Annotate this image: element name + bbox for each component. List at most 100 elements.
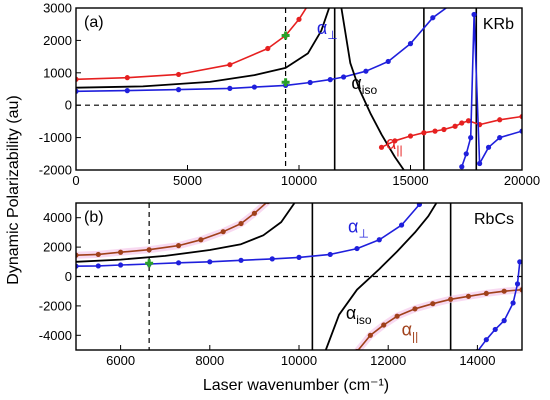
data-point: [501, 288, 507, 294]
data-point: [95, 251, 101, 258]
data-point: [265, 45, 271, 52]
series-line-iso: [76, 8, 331, 89]
molecule-label: KRb: [483, 16, 514, 33]
x-axis-label: Laser wavenumber (cm⁻¹): [203, 377, 389, 394]
data-point: [394, 313, 400, 319]
data-point: [392, 138, 398, 144]
x-tick-label: 12000: [370, 353, 406, 368]
data-point: [471, 11, 477, 18]
y-tick-label: -4000: [39, 328, 72, 343]
data-point: [341, 74, 347, 80]
series-line-iso: [76, 203, 296, 263]
data-point: [517, 259, 522, 265]
curve-label-iso: αiso: [346, 303, 372, 327]
data-point: [146, 247, 152, 253]
y-tick-label: -1000: [39, 130, 72, 145]
y-tick-label: 4000: [43, 210, 72, 225]
x-tick-label: 5000: [173, 173, 202, 188]
x-tick-label: 10000: [281, 173, 317, 188]
x-tick-label: 6000: [106, 353, 135, 368]
plot-area: [76, 0, 522, 170]
data-point: [441, 126, 447, 133]
x-tick-label: 15000: [392, 173, 428, 188]
data-point: [483, 337, 489, 343]
data-point: [430, 15, 436, 21]
measurement-marker: [145, 259, 154, 268]
data-point: [251, 84, 257, 90]
data-point: [376, 237, 382, 243]
molecule-label: RbCs: [474, 211, 514, 228]
x-tick-label: 0: [72, 173, 79, 188]
data-point: [207, 259, 213, 265]
data-point: [363, 68, 369, 74]
x-tick-label: 20000: [504, 173, 540, 188]
data-point: [327, 251, 333, 258]
y-tick-label: 2000: [43, 240, 72, 255]
y-tick-label: -2000: [39, 298, 72, 313]
y-tick-label: 2000: [43, 33, 72, 48]
curve-label-par: α||: [386, 133, 403, 157]
data-point: [227, 62, 233, 68]
data-point: [296, 16, 302, 22]
data-point: [307, 79, 313, 86]
data-point: [497, 117, 503, 123]
series-line-iso_b2: [324, 203, 438, 350]
data-point: [175, 260, 182, 266]
data-point: [327, 77, 333, 83]
data-point: [95, 263, 101, 269]
data-point: [310, 0, 315, 1]
data-point: [501, 318, 507, 324]
data-point: [175, 87, 182, 93]
data-point: [354, 245, 360, 252]
curve-label-iso: αiso: [351, 73, 377, 97]
series-line-par: [76, 203, 268, 256]
data-point: [412, 306, 418, 312]
data-point: [465, 293, 472, 299]
y-tick-label: 0: [65, 98, 72, 113]
curve-label-perp: α⊥: [317, 18, 338, 42]
data-point: [463, 151, 469, 157]
data-point: [175, 71, 182, 78]
data-point: [452, 123, 458, 129]
panel-krb: 0 5000 10000 15000 20000 -2000 -1000 0 1000 2000 3…: [39, 0, 540, 189]
series-line-perp: [76, 203, 421, 267]
data-point: [510, 300, 516, 306]
plot-frame: [75, 7, 523, 171]
panel-rbcs: 6000 8000 10000 12000 14000 -4000 -2000 0 2000 40…: [39, 202, 523, 368]
series-line-iso_b2: [340, 8, 405, 170]
data-point: [381, 322, 387, 328]
curve-label-perp: α⊥: [348, 216, 369, 240]
y-tick-label: 1000: [43, 65, 72, 80]
data-point: [220, 229, 226, 235]
data-point: [485, 144, 492, 150]
panel-label: (b): [84, 209, 104, 226]
data-point: [448, 296, 454, 302]
measurement-marker: [281, 78, 290, 87]
data-point: [385, 58, 391, 65]
data-point: [453, 0, 458, 4]
data-point: [497, 135, 503, 141]
data-point: [118, 249, 124, 255]
data-point: [227, 85, 233, 91]
data-point: [296, 254, 302, 260]
plot-area: [76, 203, 522, 350]
x-tick-label: 14000: [459, 353, 495, 368]
series-line-par_b1: [381, 115, 522, 149]
data-point: [465, 118, 472, 124]
y-tick-label: -2000: [39, 163, 72, 178]
panels: 0 5000 10000 15000 20000 -2000 -1000 0 1000 2000 3…: [39, 0, 540, 369]
y-tick-label: 3000: [43, 1, 72, 16]
data-point: [124, 88, 130, 94]
data-point: [124, 75, 130, 81]
data-point: [514, 281, 521, 287]
data-point: [238, 257, 244, 263]
data-point: [198, 237, 204, 243]
data-point: [468, 135, 474, 141]
data-point: [416, 203, 423, 208]
data-point: [407, 41, 414, 47]
data-point: [398, 222, 405, 228]
panel-label: (a): [84, 14, 104, 31]
data-point: [492, 326, 498, 333]
series-line-perp_b2: [477, 261, 521, 350]
